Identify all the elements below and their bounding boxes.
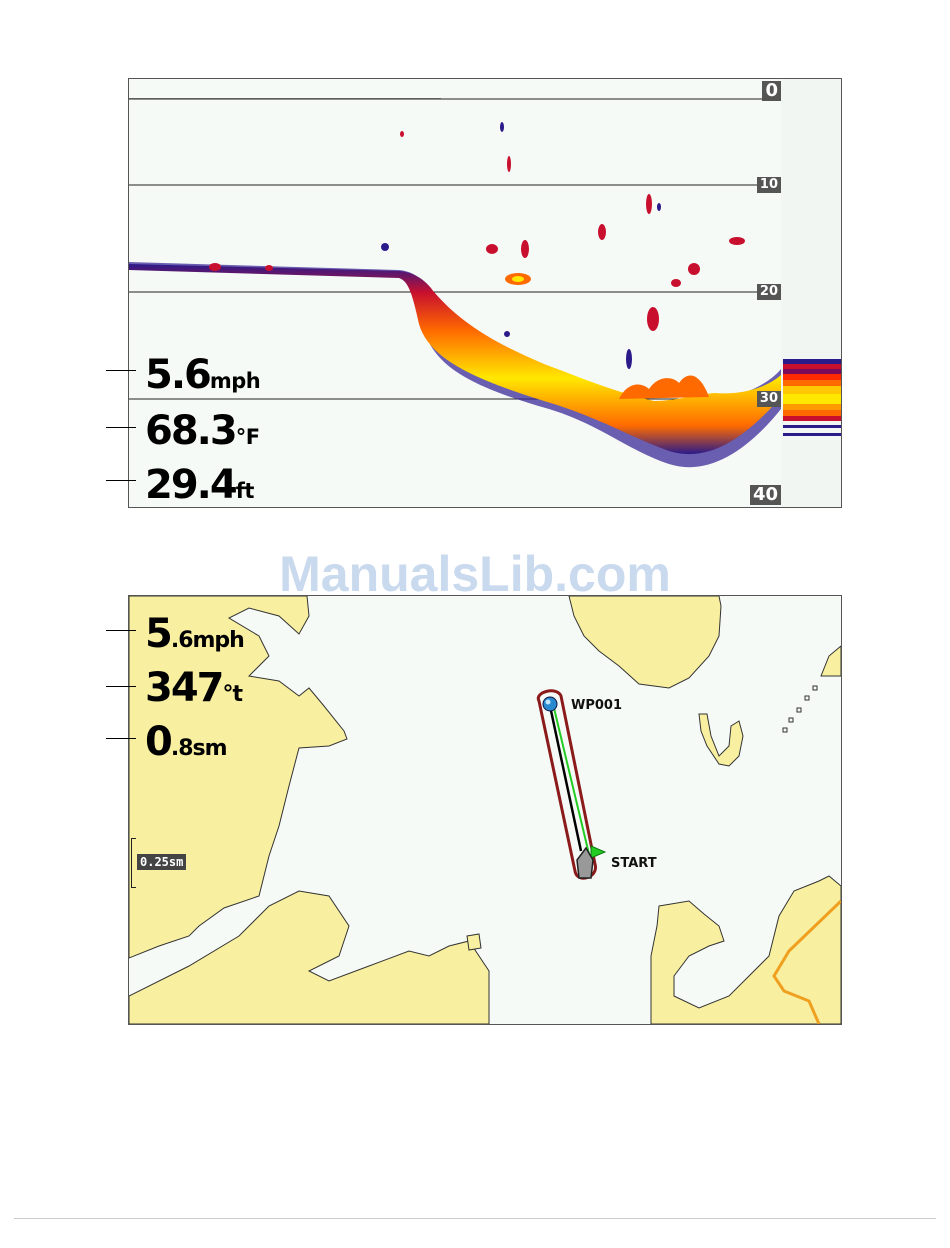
islet-chain [782,685,818,733]
land-masses [129,596,841,1024]
speed-value: 5.6 [145,352,212,398]
road-line [772,899,841,1024]
depth-readout: 29.4ft [145,465,254,505]
callout-line-map-speed [106,630,136,631]
depth-value: 29.4 [145,462,238,508]
scale-bracket [131,838,136,888]
temperature-value: 68.3 [145,408,238,454]
distance-rest: .8sm [170,736,228,761]
start-flag-icon [590,845,607,859]
depth-label-30: 30 [756,391,781,407]
sonar-view[interactable]: 0 10 20 30 40 5.6mph 68.3°F 29.4ft [128,78,842,508]
scale-indicator: 0.25sm [137,854,187,870]
fish-targets [209,122,745,369]
boat-icon [576,846,594,879]
depth-label-10: 10 [756,177,781,193]
footer-rule [14,1218,936,1219]
callout-line-temperature [106,427,136,428]
watermark: ManualsLib.com [279,546,671,602]
structure-return [619,375,709,399]
track-line [548,705,583,852]
color-bar-bg [781,79,841,507]
speed-readout: 5.6mph [145,352,261,398]
bottom-return [129,264,781,455]
sonar-display [129,79,841,507]
chart-view[interactable]: WP001 START 0.25sm 5.6mph 347°t 0.8sm [128,595,842,1025]
heading-lead: 347 [145,665,224,711]
chart-display [129,596,841,1024]
waypoint-icon[interactable] [542,696,558,712]
waypoint-label: WP001 [571,698,623,713]
depth-label-0: 0 [762,81,781,101]
callout-line-speed [106,370,136,371]
callout-line-distance [106,738,136,739]
distance-readout: 0.8sm [145,719,228,765]
map-speed-lead: 5 [145,611,173,657]
depth-label-40: 40 [749,485,781,505]
callout-line-heading [106,686,136,687]
map-speed-rest: .6mph [170,628,245,653]
heading-rest: °t [222,682,244,707]
map-speed-readout: 5.6mph [145,611,245,657]
speed-unit: mph [209,369,261,393]
color-bar [783,359,841,436]
start-label: START [611,856,657,871]
route-line [552,703,590,855]
temperature-unit: °F [235,425,260,449]
heading-readout: 347°t [145,665,244,711]
temperature-readout: 68.3°F [145,411,260,451]
callout-line-depth [106,480,136,481]
depth-label-20: 20 [756,284,781,300]
depth-unit: ft [235,479,255,503]
distance-lead: 0 [145,719,173,765]
